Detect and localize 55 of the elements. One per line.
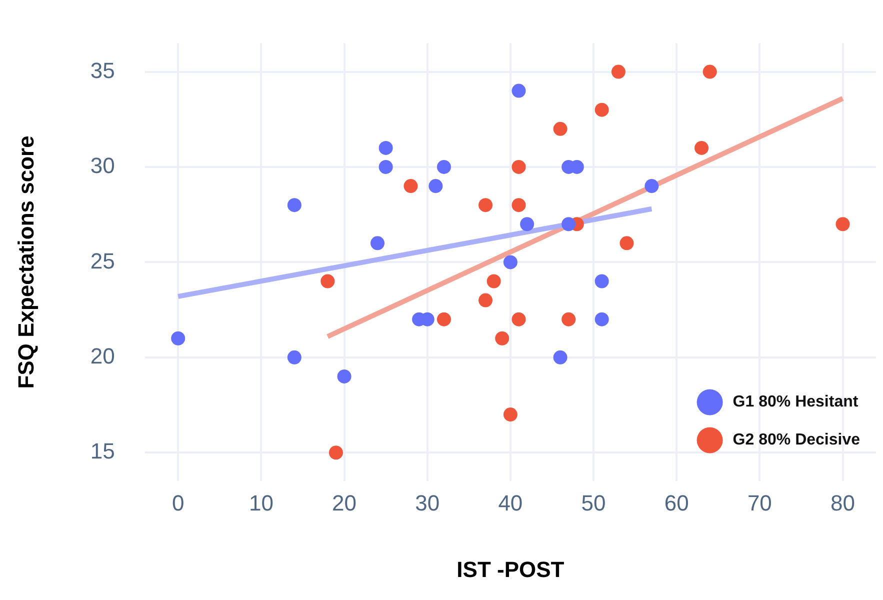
point [512,312,526,326]
point [594,102,609,117]
point [611,64,626,79]
y-tick-label: 35 [90,58,115,83]
point [553,122,568,136]
point [478,293,493,308]
point [512,198,526,212]
point [436,312,451,326]
x-tick-label: 10 [248,490,274,516]
x-tick-label: 40 [498,490,523,516]
x-tick-label: 80 [830,490,856,516]
point [594,312,609,326]
y-tick-label: 25 [90,248,115,274]
point [478,198,493,212]
point [503,408,518,422]
point [620,236,634,250]
point [378,140,393,155]
point [553,350,568,364]
y-tick-label: 30 [90,153,115,178]
point [694,140,709,155]
point [594,274,609,288]
legend-label: G2 80% Decisive [732,432,860,449]
point [328,446,343,460]
x-tick-label: 70 [747,490,772,516]
point [320,274,335,288]
point [512,160,526,174]
point [512,84,526,98]
point [486,274,501,288]
y-tick-label: 15 [90,438,115,464]
point [404,179,418,194]
point [503,255,518,270]
x-axis-title: IST -POST [456,556,565,582]
x-tick-label: 0 [172,490,184,516]
point [836,217,850,232]
point [428,179,443,194]
point [702,64,717,79]
x-tick-label: 60 [664,490,689,516]
point [370,236,385,250]
x-tick-label: 50 [581,490,606,516]
point [171,331,186,346]
x-tick-label: 30 [415,490,440,516]
point [287,198,302,212]
point [378,160,393,174]
point [337,369,352,384]
y-tick-label: 20 [90,343,115,368]
point [495,331,510,346]
y-axis-title: FSQ Expectations score [13,136,38,389]
point [520,217,534,232]
point [562,312,576,326]
legend-label: G1 80% Hesitant [732,394,859,411]
point [436,160,451,174]
x-tick-label: 20 [332,490,357,516]
point [644,179,659,194]
point [562,217,576,232]
point [287,350,302,364]
